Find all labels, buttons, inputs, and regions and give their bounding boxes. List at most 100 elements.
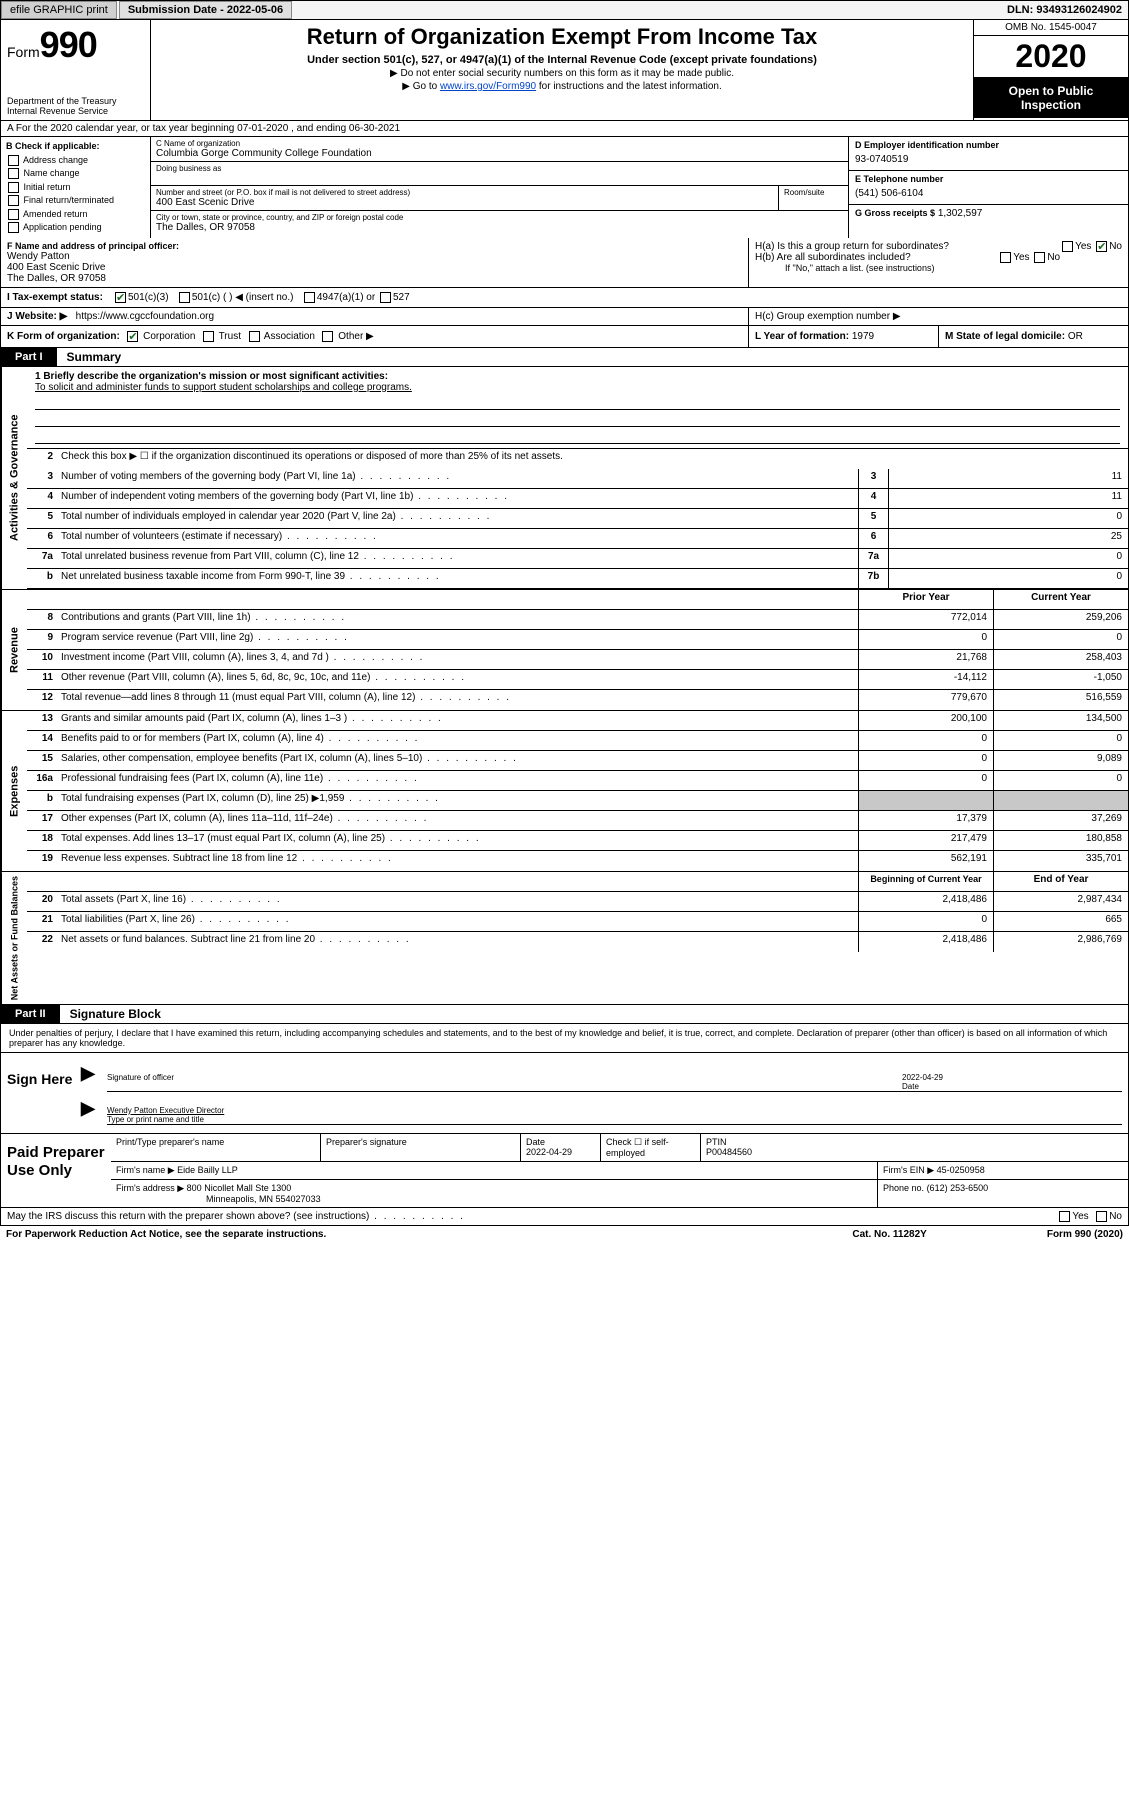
preparer-right: Print/Type preparer's name Preparer's si… bbox=[111, 1134, 1128, 1207]
part1-title: Summary bbox=[57, 350, 122, 364]
m-val: OR bbox=[1068, 331, 1083, 342]
l-lbl: L Year of formation: bbox=[755, 331, 849, 342]
expenses-label: Expenses bbox=[1, 711, 27, 871]
form-word: Form bbox=[7, 44, 40, 60]
expenses-section: Expenses 13Grants and similar amounts pa… bbox=[0, 710, 1129, 871]
sig-name-lbl: Type or print name and title bbox=[107, 1115, 204, 1124]
sign-right: ▶ Signature of officer 2022-04-29Date ▶ … bbox=[81, 1053, 1128, 1133]
addr-street: 400 East Scenic Drive bbox=[156, 197, 773, 208]
sig-officer-lbl: Signature of officer bbox=[107, 1073, 902, 1091]
col-d: D Employer identification number 93-0740… bbox=[848, 137, 1128, 238]
cb-name-change[interactable]: Name change bbox=[6, 167, 145, 181]
opt-assoc: Association bbox=[264, 331, 315, 342]
hdr-curr: Current Year bbox=[993, 590, 1128, 609]
submission-date: Submission Date - 2022-05-06 bbox=[119, 1, 292, 19]
cb-app-pending[interactable]: Application pending bbox=[6, 221, 145, 235]
form-number: Form990 bbox=[7, 24, 144, 66]
opt-trust: Trust bbox=[219, 331, 241, 342]
paperwork-notice: For Paperwork Reduction Act Notice, see … bbox=[6, 1229, 326, 1240]
room-suite: Room/suite bbox=[778, 186, 848, 210]
prep-row-3: Firm's address ▶ 800 Nicollet Mall Ste 1… bbox=[111, 1180, 1128, 1207]
discuss-yesno[interactable]: Yes No bbox=[1057, 1211, 1122, 1222]
org-name-box: C Name of organization Columbia Gorge Co… bbox=[151, 137, 848, 162]
opt-corp: Corporation bbox=[143, 331, 195, 342]
gov-line-5: 5Total number of individuals employed in… bbox=[27, 509, 1128, 529]
f-addr2: The Dalles, OR 97058 bbox=[7, 273, 742, 284]
row-f-h: F Name and address of principal officer:… bbox=[0, 238, 1129, 288]
row-i-status: I Tax-exempt status: 501(c)(3) 501(c) ( … bbox=[0, 288, 1129, 308]
cb-527[interactable] bbox=[380, 292, 391, 303]
cb-trust[interactable] bbox=[203, 331, 214, 342]
line-9: 9Program service revenue (Part VIII, lin… bbox=[27, 630, 1128, 650]
row-m: M State of legal domicile: OR bbox=[938, 326, 1128, 347]
line-14: 14Benefits paid to or for members (Part … bbox=[27, 731, 1128, 751]
cb-assoc[interactable] bbox=[249, 331, 260, 342]
revenue-section: Revenue Prior Year Current Year 8Contrib… bbox=[0, 589, 1129, 710]
line-17: 17Other expenses (Part IX, column (A), l… bbox=[27, 811, 1128, 831]
j-website[interactable]: https://www.cgccfoundation.org bbox=[76, 311, 214, 322]
cb-amended[interactable]: Amended return bbox=[6, 208, 145, 222]
tel-cell: E Telephone number (541) 506-6104 bbox=[849, 171, 1128, 205]
gross-val: 1,302,597 bbox=[938, 208, 983, 219]
k-lbl: K Form of organization: bbox=[7, 331, 120, 342]
form-subtitle: Under section 501(c), 527, or 4947(a)(1)… bbox=[157, 54, 967, 66]
row-h: H(a) Is this a group return for subordin… bbox=[748, 238, 1128, 287]
ein-lbl: D Employer identification number bbox=[855, 140, 1122, 150]
netassets-hdr: Beginning of Current Year End of Year bbox=[27, 872, 1128, 892]
cb-address-change[interactable]: Address change bbox=[6, 154, 145, 168]
part1-tab: Part I bbox=[1, 348, 57, 366]
part2-title: Signature Block bbox=[60, 1007, 161, 1021]
cb-final-return[interactable]: Final return/terminated bbox=[6, 194, 145, 208]
line-b: bTotal fundraising expenses (Part IX, co… bbox=[27, 791, 1128, 811]
line-15: 15Salaries, other compensation, employee… bbox=[27, 751, 1128, 771]
ein-val: 93-0740519 bbox=[855, 154, 1122, 165]
org-name-lbl: C Name of organization bbox=[156, 139, 843, 148]
hdr-prior: Prior Year bbox=[858, 590, 993, 609]
tel-lbl: E Telephone number bbox=[855, 174, 1122, 184]
cb-4947[interactable] bbox=[304, 292, 315, 303]
prep-date: Date2022-04-29 bbox=[521, 1134, 601, 1161]
open-inspection: Open to Public Inspection bbox=[974, 78, 1128, 118]
line-21: 21Total liabilities (Part X, line 26) 06… bbox=[27, 912, 1128, 932]
arrow-icon: ▶ bbox=[81, 1063, 95, 1084]
prep-sig-lbl: Preparer's signature bbox=[321, 1134, 521, 1161]
ein-cell: D Employer identification number 93-0740… bbox=[849, 137, 1128, 171]
line-13: 13Grants and similar amounts paid (Part … bbox=[27, 711, 1128, 731]
row-klm: K Form of organization: Corporation Trus… bbox=[0, 326, 1129, 348]
row-hc: H(c) Group exemption number ▶ bbox=[748, 308, 1128, 325]
addr-left: Number and street (or P.O. box if mail i… bbox=[151, 186, 778, 210]
m-lbl: M State of legal domicile: bbox=[945, 331, 1065, 342]
prep-firm-addr: Firm's address ▶ 800 Nicollet Mall Ste 1… bbox=[111, 1180, 878, 1207]
netassets-section: Net Assets or Fund Balances Beginning of… bbox=[0, 871, 1129, 1005]
arrow-icon-2: ▶ bbox=[81, 1098, 95, 1119]
city-box: City or town, state or province, country… bbox=[151, 211, 848, 235]
form-990-num: 990 bbox=[40, 24, 97, 65]
line-2-desc: Check this box ▶ ☐ if the organization d… bbox=[57, 449, 1128, 469]
line-8: 8Contributions and grants (Part VIII, li… bbox=[27, 610, 1128, 630]
ha-line: H(a) Is this a group return for subordin… bbox=[755, 241, 1122, 252]
line-20: 20Total assets (Part X, line 16) 2,418,4… bbox=[27, 892, 1128, 912]
cb-501c3[interactable] bbox=[115, 292, 126, 303]
city-lbl: City or town, state or province, country… bbox=[156, 213, 843, 222]
cb-other[interactable] bbox=[322, 331, 333, 342]
i-lbl: I Tax-exempt status: bbox=[7, 292, 103, 303]
addr-lbl: Number and street (or P.O. box if mail i… bbox=[156, 188, 773, 197]
dba-box: Doing business as bbox=[151, 162, 848, 186]
line-18: 18Total expenses. Add lines 13–17 (must … bbox=[27, 831, 1128, 851]
prep-firm-ein: Firm's EIN ▶ 45-0250958 bbox=[878, 1162, 1128, 1179]
cb-corp[interactable] bbox=[127, 331, 138, 342]
sig-line-1: Signature of officer 2022-04-29Date bbox=[107, 1073, 1122, 1092]
sign-here-label: Sign Here bbox=[1, 1053, 81, 1133]
efile-print-btn[interactable]: efile GRAPHIC print bbox=[1, 1, 117, 19]
hb-line: H(b) Are all subordinates included? Yes … bbox=[755, 252, 1122, 263]
sig-date: 2022-04-29 bbox=[902, 1073, 943, 1082]
row-l: L Year of formation: 1979 bbox=[748, 326, 938, 347]
dln: DLN: 93493126024902 bbox=[1007, 4, 1128, 16]
sig-line-2: Wendy Patton Executive DirectorType or p… bbox=[107, 1106, 1122, 1125]
cb-501c[interactable] bbox=[179, 292, 190, 303]
form990-link[interactable]: www.irs.gov/Form990 bbox=[440, 81, 536, 92]
row-a-taxyear: A For the 2020 calendar year, or tax yea… bbox=[0, 121, 1129, 137]
cb-initial-return[interactable]: Initial return bbox=[6, 181, 145, 195]
ssn-notice: ▶ Do not enter social security numbers o… bbox=[157, 68, 967, 79]
header-right: OMB No. 1545-0047 2020 Open to Public In… bbox=[973, 20, 1128, 120]
